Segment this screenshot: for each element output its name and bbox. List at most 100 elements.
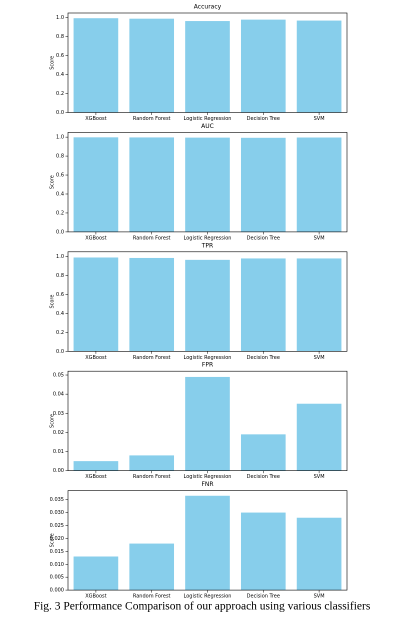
y-tick-label: 0.035 <box>50 497 64 503</box>
y-axis-label: Score <box>50 295 56 309</box>
bar <box>73 257 119 352</box>
y-tick-label: 0.0 <box>56 110 64 116</box>
y-axis-label: Score <box>50 56 56 70</box>
bar <box>73 18 119 113</box>
bar <box>185 137 230 232</box>
bar <box>240 137 286 232</box>
y-tick-label: 0.01 <box>53 449 64 455</box>
y-tick-label: 0.6 <box>56 173 64 179</box>
y-tick-label: 1.0 <box>56 254 64 260</box>
x-tick-label: Random Forest <box>133 355 171 361</box>
bar <box>73 137 119 232</box>
y-tick-label: 0.2 <box>56 330 64 336</box>
y-tick-label: 0.2 <box>56 91 64 97</box>
bar <box>240 512 286 591</box>
y-tick-label: 0.2 <box>56 210 64 216</box>
chart-title: FPR <box>202 362 213 369</box>
y-tick-label: 0.8 <box>56 154 64 160</box>
x-tick-label: SVM <box>314 355 325 361</box>
plot-frame <box>67 370 348 472</box>
x-tick-label: SVM <box>314 116 325 122</box>
y-tick-label: 0.000 <box>50 588 64 594</box>
y-tick-label: 0.00 <box>53 468 64 474</box>
y-tick-label: 1.0 <box>56 135 64 141</box>
bar <box>296 517 342 591</box>
x-tick-label: Random Forest <box>133 235 171 241</box>
x-tick-label: Random Forest <box>133 474 171 480</box>
x-tick-label: Random Forest <box>133 594 171 600</box>
x-tick-label: SVM <box>314 474 325 480</box>
caption: Fig. 3 Performance Comparison of our app… <box>34 601 371 613</box>
x-tick-label: Decision Tree <box>247 355 280 361</box>
bar <box>129 18 175 113</box>
y-tick-label: 0.05 <box>53 373 64 379</box>
plot-frame <box>67 12 348 113</box>
bar <box>296 20 342 113</box>
bar <box>185 376 230 471</box>
y-tick-label: 0.6 <box>56 292 64 298</box>
plot-frame <box>67 251 348 352</box>
bar <box>240 19 286 113</box>
bar <box>296 403 342 471</box>
plot-frame <box>67 490 348 591</box>
chart-title: Accuracy <box>194 4 222 11</box>
bar <box>73 556 119 591</box>
bar <box>185 259 230 352</box>
chart-title: FNR <box>201 481 213 488</box>
x-tick-label: Logistic Regression <box>184 355 232 361</box>
x-tick-label: SVM <box>314 594 325 600</box>
plot-frame <box>67 132 348 233</box>
x-tick-label: Logistic Regression <box>184 594 232 600</box>
x-tick-label: Random Forest <box>133 116 171 122</box>
x-tick-label: Logistic Regression <box>184 116 232 122</box>
x-tick-label: Decision Tree <box>247 235 280 241</box>
bar <box>129 257 175 352</box>
bar <box>185 495 230 591</box>
y-tick-label: 0.4 <box>56 311 64 317</box>
y-tick-label: 1.0 <box>56 15 64 21</box>
y-axis-label: Score <box>50 533 56 547</box>
x-tick-label: XGBoost <box>85 594 106 600</box>
x-tick-label: SVM <box>314 235 325 241</box>
x-tick-label: Logistic Regression <box>184 235 232 241</box>
x-tick-label: XGBoost <box>85 355 106 361</box>
x-tick-label: Logistic Regression <box>184 474 232 480</box>
y-tick-label: 0.04 <box>53 392 64 398</box>
y-tick-label: 0.0 <box>56 229 64 235</box>
y-tick-label: 0.02 <box>53 430 64 436</box>
x-tick-label: XGBoost <box>85 116 106 122</box>
y-axis-label: Score <box>50 414 56 428</box>
y-tick-label: 0.015 <box>50 549 64 555</box>
x-tick-label: XGBoost <box>85 235 106 241</box>
x-tick-label: XGBoost <box>85 474 106 480</box>
x-tick-label: Decision Tree <box>247 474 280 480</box>
chart-title: TPR <box>201 242 213 249</box>
y-tick-label: 0.8 <box>56 273 64 279</box>
y-tick-label: 0.030 <box>50 510 64 516</box>
y-tick-label: 0.4 <box>56 72 64 78</box>
y-tick-label: 0.8 <box>56 34 64 40</box>
bar <box>185 21 230 113</box>
y-axis-label: Score <box>50 175 56 189</box>
y-tick-label: 0.005 <box>50 575 64 581</box>
bar <box>296 137 342 232</box>
y-tick-label: 0.020 <box>50 536 64 542</box>
y-tick-label: 0.0 <box>56 349 64 355</box>
bar <box>129 137 175 232</box>
bar <box>129 543 175 591</box>
y-tick-label: 0.03 <box>53 411 64 417</box>
y-tick-label: 0.4 <box>56 191 64 197</box>
bar <box>73 461 119 471</box>
y-tick-label: 0.6 <box>56 53 64 59</box>
bar <box>296 258 342 352</box>
x-tick-label: Decision Tree <box>247 594 280 600</box>
x-tick-label: Decision Tree <box>247 116 280 122</box>
y-tick-label: 0.025 <box>50 523 64 529</box>
y-tick-label: 0.010 <box>50 562 64 568</box>
bar <box>240 434 286 471</box>
chart-title: AUC <box>201 123 214 130</box>
bar <box>240 258 286 352</box>
bar <box>129 455 175 471</box>
